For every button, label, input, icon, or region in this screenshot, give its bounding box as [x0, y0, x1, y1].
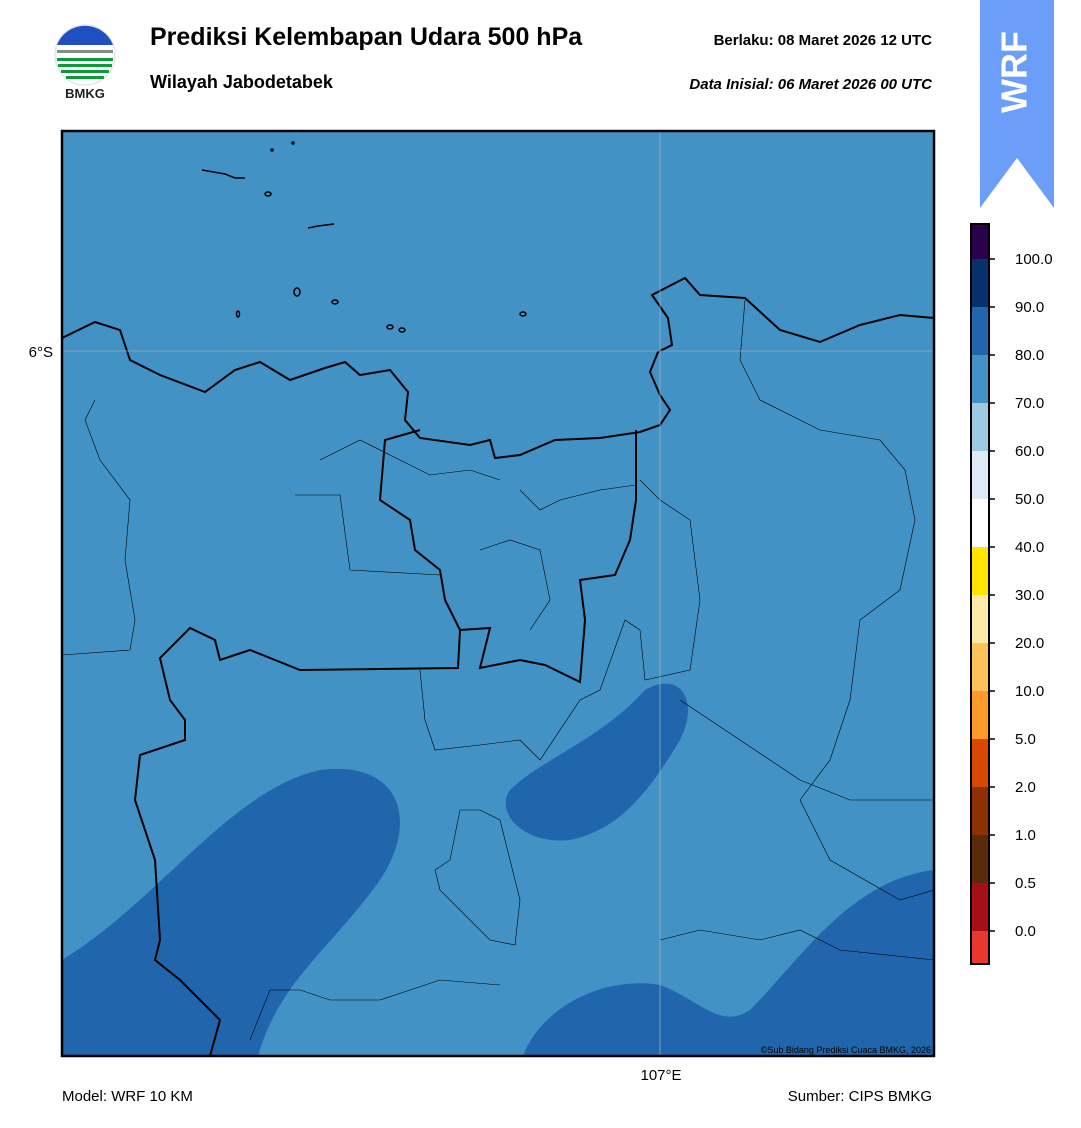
map: ©Sub Bidang Prediksi Cuaca BMKG, 2026: [62, 131, 934, 1056]
logo-text: BMKG: [65, 86, 105, 101]
colorbar-segment: [971, 595, 989, 643]
lon-label: 107°E: [640, 1067, 681, 1084]
colorbar-segment: [971, 355, 989, 403]
humidity-zone: [523, 870, 934, 1056]
valid-time: Berlaku: 08 Maret 2026 12 UTC: [714, 32, 933, 49]
colorbar-tick-label: 80.0: [1015, 347, 1044, 364]
colorbar-tick-label: 100.0: [1015, 251, 1053, 268]
coastline: [62, 276, 934, 460]
colorbar-tick-label: 5.0: [1015, 731, 1036, 748]
colorbar-tick-label: 20.0: [1015, 635, 1044, 652]
colorbar-tick-label: 70.0: [1015, 395, 1044, 412]
islands: [201, 141, 527, 333]
colorbar-tick-label: 40.0: [1015, 539, 1044, 556]
humidity-zone: [62, 768, 400, 1056]
colorbar: 100.0 90.0 80.0 70.0 60.0 50.0 40.0 30.0 20.0 10.…: [970, 223, 1053, 965]
province-border: [133, 429, 462, 1056]
colorbar-tick-label: 10.0: [1015, 683, 1044, 700]
colorbar-segment: [971, 547, 989, 595]
colorbar-segment: [971, 259, 989, 307]
colorbar-segment: [971, 499, 989, 547]
humidity-zone: [505, 683, 688, 841]
regency-borders: [62, 299, 934, 1041]
colorbar-segment: [971, 643, 989, 691]
colorbar-segment: [971, 931, 989, 964]
lat-label: 6°S: [29, 344, 53, 361]
colorbar-segment: [971, 307, 989, 355]
colorbar-segment: [971, 883, 989, 931]
colorbar-segment: [971, 403, 989, 451]
source-label: Sumber: CIPS BMKG: [788, 1088, 932, 1105]
colorbar-segment: [971, 224, 989, 259]
bmkg-logo: BMKG: [54, 24, 116, 101]
colorbar-frame: [970, 223, 990, 965]
map-frame: [60, 129, 936, 1058]
wrf-text: WRF: [994, 31, 1035, 113]
colorbar-segment: [971, 835, 989, 883]
colorbar-tick-label: 50.0: [1015, 491, 1044, 508]
colorbar-tick-label: 0.5: [1015, 875, 1036, 892]
colorbar-tick-label: 1.0: [1015, 827, 1036, 844]
colorbar-tick-label: 30.0: [1015, 587, 1044, 604]
model-label: Model: WRF 10 KM: [62, 1088, 193, 1105]
colorbar-segment: [971, 739, 989, 787]
subtitle: Wilayah Jabodetabek: [150, 72, 334, 92]
colorbar-tick-label: 2.0: [1015, 779, 1036, 796]
copyright: ©Sub Bidang Prediksi Cuaca BMKG, 2026: [761, 1045, 931, 1055]
colorbar-segment: [971, 691, 989, 739]
init-time: Data Inisial: 06 Maret 2026 00 UTC: [689, 76, 933, 93]
title: Prediksi Kelembapan Udara 500 hPa: [150, 23, 583, 51]
colorbar-tick-label: 90.0: [1015, 299, 1044, 316]
province-border: [459, 430, 637, 684]
colorbar-tick-label: 0.0: [1015, 923, 1036, 940]
colorbar-segment: [971, 787, 989, 835]
colorbar-tick-label: 60.0: [1015, 443, 1044, 460]
colorbar-segment: [971, 451, 989, 499]
wrf-badge: [980, 0, 1054, 208]
